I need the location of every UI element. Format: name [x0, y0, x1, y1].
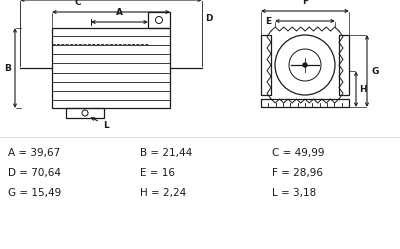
Text: F = 28,96: F = 28,96 — [272, 168, 323, 178]
Text: B = 21,44: B = 21,44 — [140, 148, 192, 158]
Text: A: A — [116, 8, 123, 17]
Text: C = 49,99: C = 49,99 — [272, 148, 324, 158]
Text: E: E — [265, 16, 271, 25]
Text: G: G — [371, 66, 379, 75]
Bar — [261, 99, 349, 107]
Bar — [339, 35, 349, 95]
Text: F: F — [302, 0, 308, 6]
Text: L: L — [103, 121, 109, 129]
Text: C: C — [75, 0, 81, 7]
Text: G = 15,49: G = 15,49 — [8, 188, 61, 198]
Circle shape — [303, 63, 307, 67]
Text: H: H — [359, 85, 367, 94]
Bar — [261, 35, 271, 95]
Text: B: B — [4, 63, 12, 72]
Text: H = 2,24: H = 2,24 — [140, 188, 186, 198]
Text: D = 70,64: D = 70,64 — [8, 168, 61, 178]
Bar — [66, 108, 104, 118]
Text: D: D — [205, 13, 212, 22]
Text: L = 3,18: L = 3,18 — [272, 188, 316, 198]
Bar — [52, 28, 170, 108]
Text: E = 16: E = 16 — [140, 168, 175, 178]
Text: A = 39,67: A = 39,67 — [8, 148, 60, 158]
Bar — [148, 12, 170, 28]
